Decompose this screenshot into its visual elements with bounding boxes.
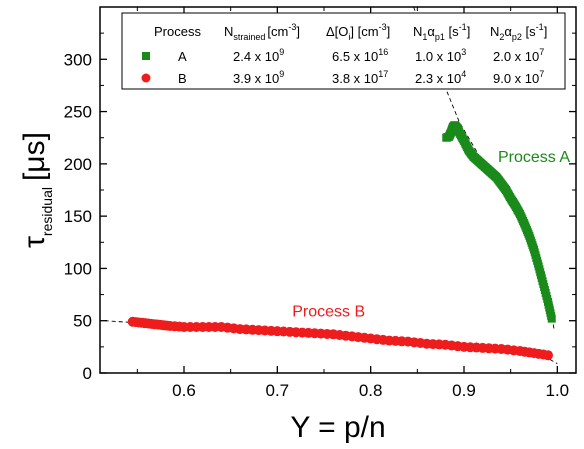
y-tick-label: 300: [64, 50, 92, 69]
y-tick-label: 0: [83, 364, 92, 383]
annotation-process-b: Process B: [292, 304, 365, 321]
data-points: [127, 121, 556, 361]
y-tick-label: 100: [64, 259, 92, 278]
x-tick-label: 1.0: [546, 381, 570, 400]
legend-header-n1-alpha: N1αp1 [s-1]: [413, 22, 470, 42]
legend-label-b: B: [178, 71, 187, 86]
legend-marker-b: [141, 73, 151, 83]
legend-a-n2-alpha: 2.0 x 107: [493, 47, 544, 64]
legend-box: [121, 12, 566, 90]
y-tick-label: 150: [64, 207, 92, 226]
legend-a-delta-oi: 6.5 x 1016: [332, 47, 388, 64]
x-tick-label: 0.8: [359, 381, 383, 400]
legend-b-n1-alpha: 2.3 x 104: [415, 69, 466, 86]
legend-header-process: Process: [154, 24, 201, 39]
x-tick-label: 0.7: [266, 381, 290, 400]
legend-b-n-strained: 3.9 x 109: [233, 69, 284, 86]
legend-a-n1-alpha: 1.0 x 103: [415, 47, 466, 64]
x-tick-label: 0.9: [452, 381, 476, 400]
x-tick-label: 0.6: [172, 381, 196, 400]
y-axis-title: τresidual[μs]: [18, 132, 55, 248]
legend-label-a: A: [178, 49, 187, 64]
y-tick-label: 200: [64, 155, 92, 174]
legend-marker-a: [142, 52, 150, 60]
legend-a-n-strained: 2.4 x 109: [233, 47, 284, 64]
y-axis: 0 50 100 150 200 250 300: [64, 32, 576, 383]
x-axis-title: Y = p/n: [290, 411, 385, 444]
series-A-point: [547, 314, 556, 323]
legend-header-delta-oi: Δ[Oi] [cm-3]: [326, 22, 390, 42]
series-B-point: [543, 350, 553, 361]
legend-b-n2-alpha: 9.0 x 107: [493, 69, 544, 86]
legend-b-delta-oi: 3.8 x 1017: [332, 69, 388, 86]
legend-header-n2-alpha: N2αp2 [s-1]: [490, 22, 547, 42]
legend-header-n-strained: Nstrained [cm-3]: [224, 22, 300, 42]
y-tick-label: 50: [73, 312, 92, 331]
y-tick-label: 250: [64, 103, 92, 122]
legend: Process Nstrained [cm-3] Δ[Oi] [cm-3] N1α…: [121, 12, 566, 90]
annotation-process-a: Process A: [498, 149, 570, 166]
x-axis: 0.6 0.7 0.8 0.9 1.0: [136, 7, 570, 400]
